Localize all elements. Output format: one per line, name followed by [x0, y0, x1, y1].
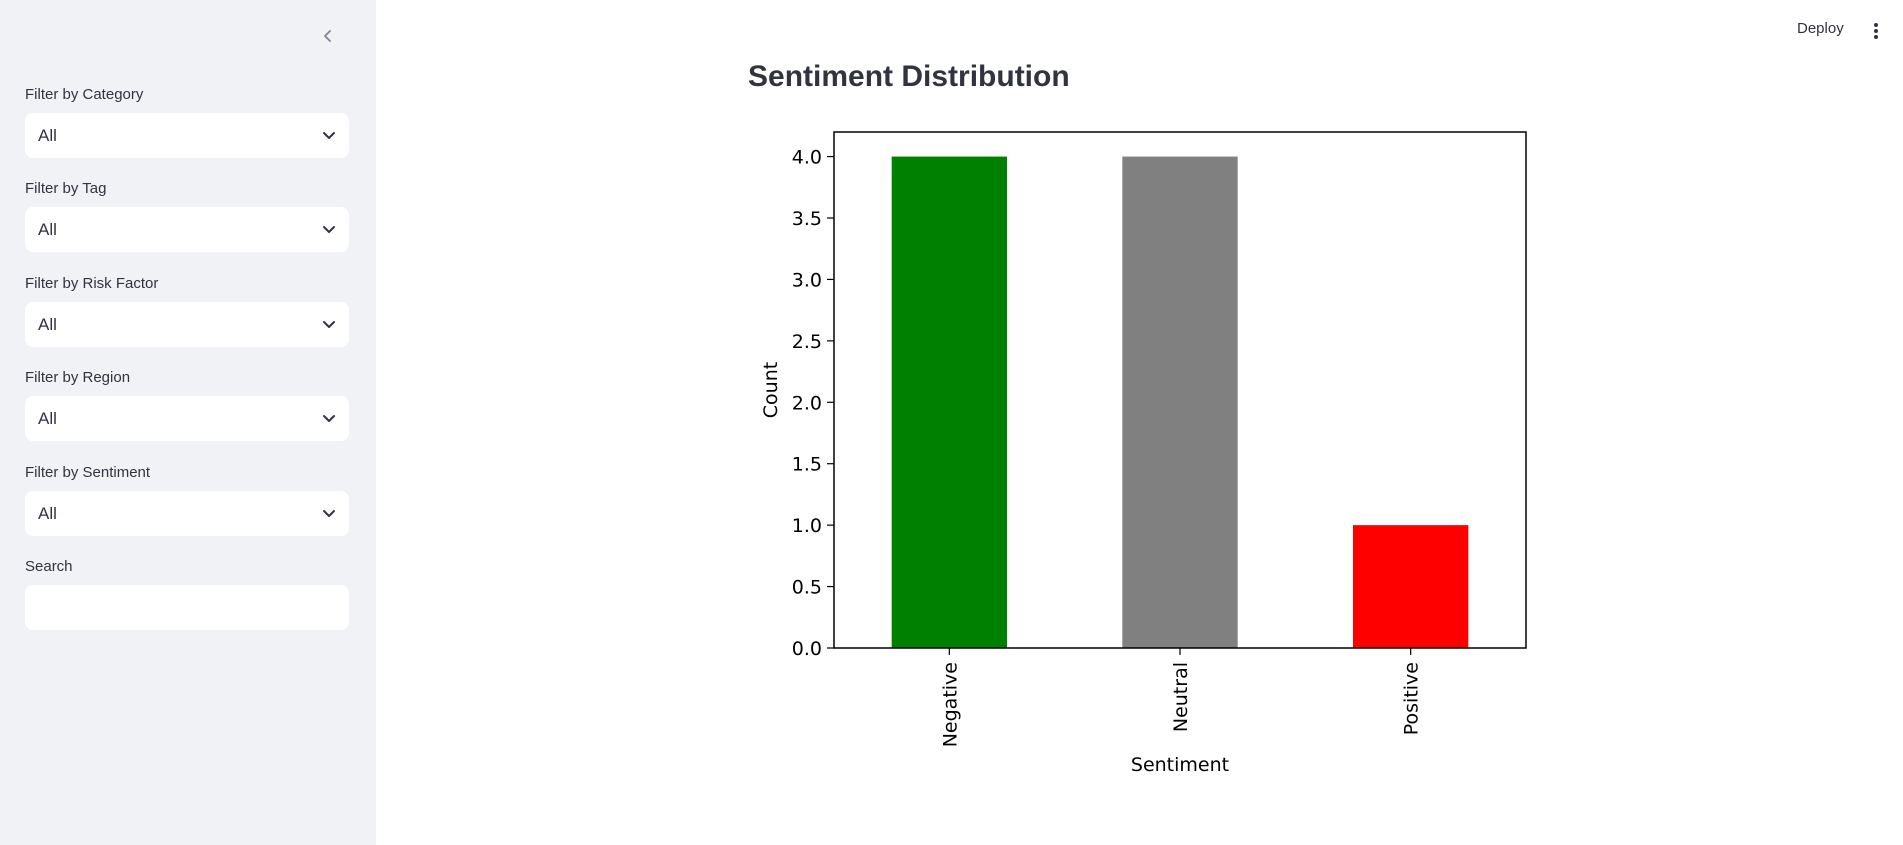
chevron-left-icon — [324, 30, 331, 42]
sidebar-collapse-button[interactable] — [316, 24, 340, 48]
y-tick-label: 4.0 — [792, 147, 822, 169]
chevron-down-icon — [323, 509, 335, 517]
search-input[interactable] — [25, 585, 349, 630]
category-filter-select[interactable]: All — [25, 113, 349, 158]
chevron-down-icon — [323, 131, 335, 139]
y-tick-label: 2.5 — [792, 331, 822, 353]
kebab-menu-icon — [1874, 23, 1878, 39]
page-title: Sentiment Distribution — [748, 60, 1070, 93]
risk-factor-filter-select[interactable]: All — [25, 302, 349, 347]
risk-factor-filter-value: All — [38, 314, 57, 334]
x-axis-label: Sentiment — [1131, 754, 1229, 776]
chevron-down-icon — [323, 320, 335, 328]
risk-factor-filter-label: Filter by Risk Factor — [25, 275, 159, 292]
y-tick-label: 1.0 — [792, 515, 822, 537]
x-tick-label-negative: Negative — [939, 662, 961, 747]
bar-neutral — [1122, 156, 1238, 649]
y-tick-label: 0.5 — [792, 577, 822, 599]
y-tick-label: 0.0 — [792, 638, 822, 660]
sentiment-filter-label: Filter by Sentiment — [25, 464, 151, 481]
sentiment-filter-select[interactable]: All — [25, 491, 349, 536]
deploy-button[interactable]: Deploy — [1797, 20, 1844, 37]
y-tick-label: 2.0 — [792, 392, 822, 414]
tag-filter-label: Filter by Tag — [25, 180, 107, 197]
region-filter-label: Filter by Region — [25, 369, 131, 386]
y-tick-label: 1.5 — [792, 454, 822, 476]
x-tick-label-positive: Positive — [1401, 662, 1423, 735]
main-menu-button[interactable] — [1868, 20, 1884, 42]
sentiment-filter-value: All — [38, 503, 57, 523]
bar-negative — [891, 156, 1007, 649]
tag-filter-value: All — [38, 219, 57, 239]
search-label: Search — [25, 558, 73, 575]
sidebar: Filter by Category All Filter by Tag All… — [0, 0, 376, 845]
tag-filter-select[interactable]: All — [25, 207, 349, 252]
category-filter-label: Filter by Category — [25, 86, 144, 103]
bar-positive — [1353, 525, 1469, 648]
region-filter-select[interactable]: All — [25, 396, 349, 441]
y-tick-label: 3.0 — [792, 269, 822, 291]
chevron-down-icon — [323, 414, 335, 422]
y-axis-label: Count — [760, 362, 782, 418]
x-tick-label-neutral: Neutral — [1170, 662, 1192, 732]
chevron-down-icon — [323, 225, 335, 233]
category-filter-value: All — [38, 125, 57, 145]
region-filter-value: All — [38, 408, 57, 428]
y-tick-label: 3.5 — [792, 208, 822, 230]
sentiment-bar-chart: 0.0 0.5 1.0 1.5 2.0 2.5 3.0 3.5 4.0 Negative Neutr… — [760, 131, 1527, 776]
